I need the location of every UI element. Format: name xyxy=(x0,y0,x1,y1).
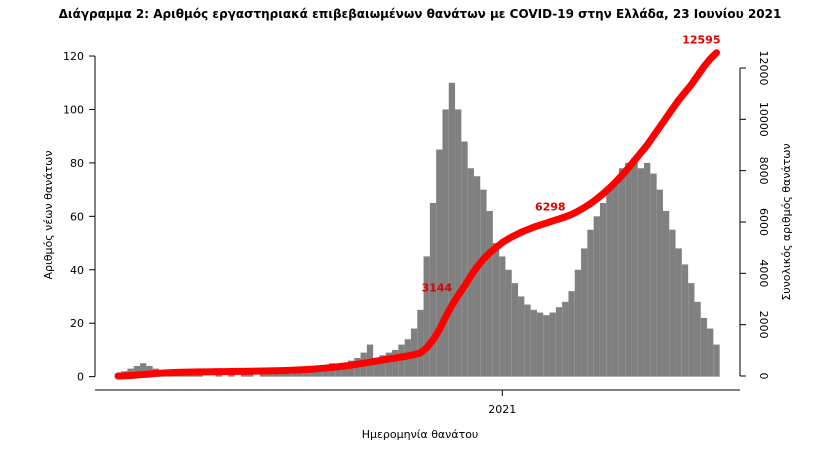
bar xyxy=(448,82,456,377)
bar xyxy=(524,304,531,377)
bar xyxy=(574,269,582,377)
bar xyxy=(713,344,720,377)
y2-tick-label: 12000 xyxy=(757,50,770,85)
bar xyxy=(398,344,405,377)
bar xyxy=(335,365,342,377)
bar xyxy=(480,189,487,377)
bar xyxy=(637,168,645,377)
bar xyxy=(700,317,708,377)
bar xyxy=(644,162,651,377)
bar xyxy=(511,283,519,377)
y-tick-label: 40 xyxy=(70,264,84,277)
bar xyxy=(688,283,695,377)
bar xyxy=(272,373,279,377)
y2-tick-label: 4000 xyxy=(757,259,770,287)
bar xyxy=(555,307,563,377)
bar xyxy=(259,373,267,377)
value-label: 12595 xyxy=(682,34,720,47)
bar xyxy=(240,373,248,377)
y-tick-label: 80 xyxy=(70,157,84,170)
bar xyxy=(215,373,222,377)
bar xyxy=(499,256,506,377)
bar xyxy=(675,248,682,377)
cumulative-line xyxy=(114,49,720,380)
x-axis-title: Ημερομηνία θανάτου xyxy=(362,428,479,441)
bar xyxy=(266,373,273,377)
y2-tick-label: 8000 xyxy=(757,157,770,185)
bar xyxy=(568,291,575,377)
bar xyxy=(486,210,493,377)
bar xyxy=(612,184,619,377)
y2-tick-label: 0 xyxy=(757,373,770,380)
value-label: 6298 xyxy=(535,200,566,213)
bar xyxy=(392,349,399,377)
y2-tick-label: 2000 xyxy=(757,311,770,339)
value-label: 3144 xyxy=(422,281,453,294)
bar xyxy=(669,229,676,377)
bar xyxy=(530,309,537,377)
bar xyxy=(133,365,141,377)
bar xyxy=(587,229,594,377)
bar xyxy=(228,373,235,377)
bar xyxy=(606,189,613,377)
y-tick-label: 0 xyxy=(77,371,84,384)
y-tick-label: 120 xyxy=(63,50,84,63)
bar xyxy=(562,301,569,377)
bar xyxy=(543,315,550,377)
bar xyxy=(536,312,544,377)
y-tick-label: 60 xyxy=(70,210,84,223)
bar xyxy=(436,149,443,377)
y-axis-title: Αριθμός νέων θανάτων xyxy=(42,151,55,280)
bar xyxy=(291,371,298,377)
bar xyxy=(423,256,430,377)
y2-tick-label: 10000 xyxy=(757,102,770,137)
bar xyxy=(650,173,657,377)
bar xyxy=(461,141,468,377)
bar xyxy=(625,162,632,377)
bar xyxy=(593,216,600,377)
y2-tick-label: 6000 xyxy=(757,208,770,236)
bar xyxy=(694,301,701,377)
bar xyxy=(373,357,380,377)
bar xyxy=(656,189,663,377)
bar xyxy=(518,296,525,377)
bar xyxy=(310,368,317,377)
y2-axis-title: Συνολικός αριθμός θανάτων xyxy=(780,143,793,300)
bar xyxy=(599,202,607,377)
bar xyxy=(631,157,638,377)
bar xyxy=(417,309,424,377)
y-tick-label: 100 xyxy=(63,103,84,116)
bar xyxy=(473,176,481,377)
bar xyxy=(681,264,689,377)
bar xyxy=(505,269,512,377)
bar xyxy=(707,328,714,377)
bar xyxy=(385,352,393,377)
bar xyxy=(140,363,147,377)
bar xyxy=(581,248,588,377)
bar xyxy=(247,373,254,377)
bar xyxy=(379,355,386,377)
bar xyxy=(455,109,462,377)
bar xyxy=(341,363,348,377)
bar xyxy=(442,109,449,377)
bar xyxy=(492,243,500,377)
chart-title: Διάγραμμα 2: Αριθμός εργαστηριακά επιβεβ… xyxy=(59,7,782,21)
bar xyxy=(429,202,437,377)
bar xyxy=(284,371,292,377)
bar xyxy=(618,168,626,377)
bar xyxy=(549,312,556,377)
x-tick-label: 2021 xyxy=(488,403,516,416)
y-tick-label: 20 xyxy=(70,317,84,330)
bar xyxy=(662,210,670,377)
